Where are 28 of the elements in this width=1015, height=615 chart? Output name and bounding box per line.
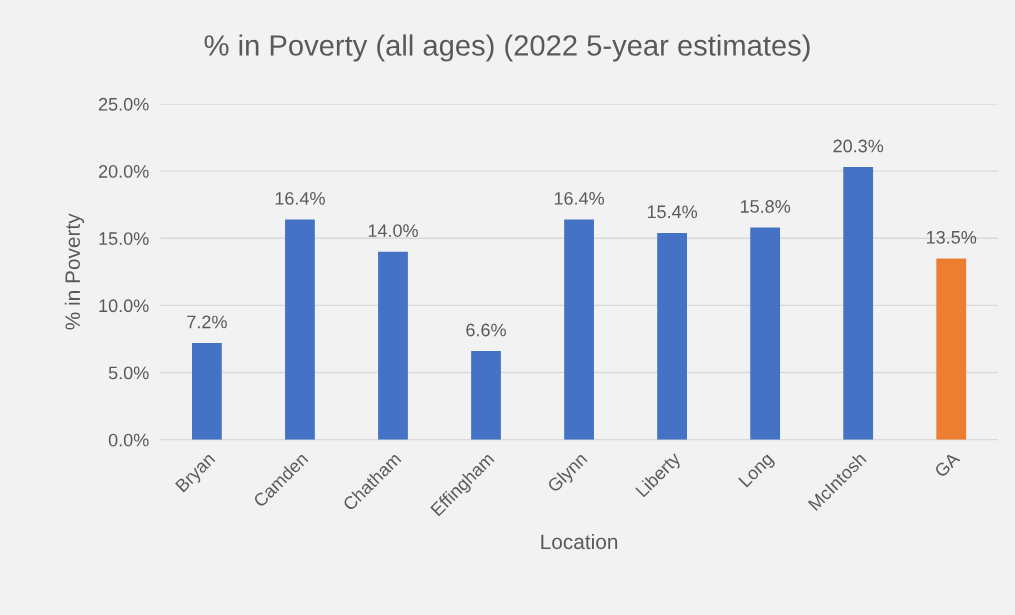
chart-title: % in Poverty (all ages) (2022 5-year estimates): [204, 34, 810, 62]
y-tick-label: 5.0%: [108, 366, 149, 380]
data-label: 13.5%: [927, 230, 977, 244]
data-label: 16.4%: [554, 191, 605, 205]
x-axis-title: Location: [541, 533, 618, 550]
bar: [378, 251, 408, 440]
x-tick-label: GA: [933, 451, 961, 479]
data-label: 16.4%: [275, 191, 325, 205]
data-label: 15.4%: [647, 205, 698, 219]
bar: [843, 167, 874, 440]
bar: [936, 258, 967, 440]
bar: [285, 219, 315, 440]
data-label: 6.6%: [466, 323, 506, 337]
bar: [471, 351, 501, 440]
data-label: 14.0%: [368, 224, 418, 237]
data-label: 15.8%: [740, 200, 791, 213]
data-label: 20.3%: [833, 139, 884, 153]
y-axis-title: % in Poverty: [64, 213, 85, 330]
bar: [750, 227, 781, 440]
y-tick-label: 10.0%: [99, 299, 149, 313]
data-label: 7.2%: [187, 315, 227, 329]
bar: [192, 343, 222, 440]
y-tick-label: 0.0%: [108, 433, 149, 447]
bar: [657, 232, 687, 440]
y-tick-label: 25.0%: [98, 97, 149, 111]
y-tick-label: 20.0%: [98, 165, 149, 178]
y-tick-label: 15.0%: [99, 232, 149, 245]
bar: [564, 219, 594, 440]
